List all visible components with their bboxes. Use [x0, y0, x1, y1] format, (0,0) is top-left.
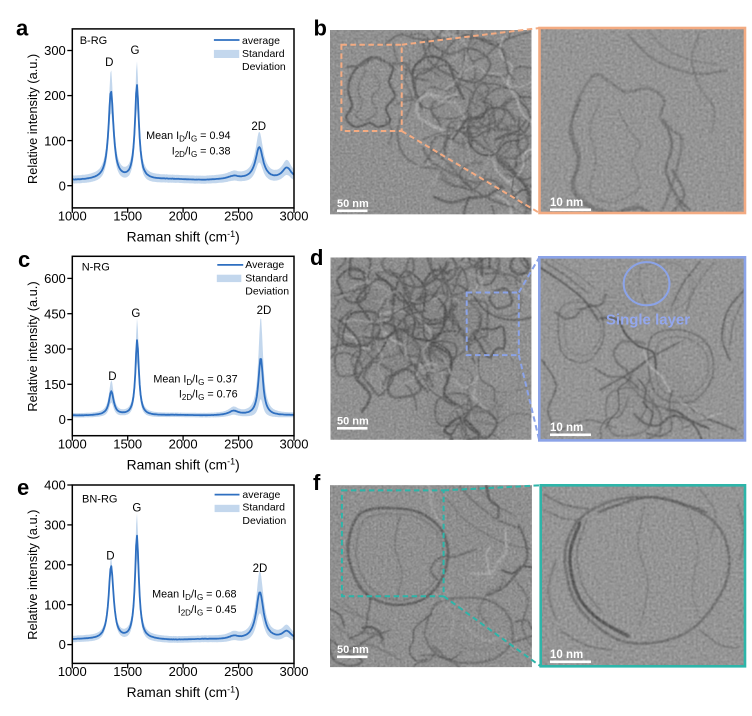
svg-text:I2D/IG = 0.45: I2D/IG = 0.45 — [178, 604, 237, 618]
svg-text:0: 0 — [59, 637, 66, 652]
svg-text:G: G — [132, 502, 141, 514]
svg-text:1500: 1500 — [113, 664, 142, 679]
svg-text:I2D/IG = 0.76: I2D/IG = 0.76 — [179, 389, 238, 403]
svg-text:Relative intensity (a.u.): Relative intensity (a.u.) — [25, 54, 40, 184]
svg-text:a: a — [16, 15, 29, 40]
svg-text:50 nm: 50 nm — [337, 198, 369, 210]
svg-text:c: c — [18, 247, 30, 272]
svg-text:Average: Average — [245, 259, 284, 271]
svg-text:1500: 1500 — [113, 436, 142, 451]
svg-text:3000: 3000 — [280, 664, 309, 679]
svg-text:Mean ID/IG = 0.37: Mean ID/IG = 0.37 — [153, 373, 237, 387]
svg-text:100: 100 — [44, 133, 66, 148]
svg-text:10 nm: 10 nm — [550, 197, 583, 209]
svg-text:0: 0 — [59, 412, 66, 427]
svg-text:Deviation: Deviation — [242, 515, 286, 527]
svg-text:2000: 2000 — [169, 436, 198, 451]
svg-text:100: 100 — [44, 597, 66, 612]
svg-text:2D: 2D — [253, 563, 268, 575]
svg-text:G: G — [131, 308, 140, 320]
svg-text:3000: 3000 — [280, 436, 309, 451]
svg-text:10 nm: 10 nm — [550, 649, 583, 661]
svg-text:2000: 2000 — [169, 209, 198, 224]
svg-text:50 nm: 50 nm — [337, 416, 369, 428]
svg-text:3000: 3000 — [280, 209, 309, 224]
svg-text:2500: 2500 — [224, 209, 253, 224]
svg-text:2D: 2D — [251, 121, 266, 133]
svg-text:Standard: Standard — [242, 48, 285, 60]
svg-text:200: 200 — [44, 557, 66, 572]
svg-text:Mean ID/IG = 0.68: Mean ID/IG = 0.68 — [152, 588, 236, 602]
svg-text:Standard: Standard — [245, 272, 288, 284]
svg-text:Single layer: Single layer — [606, 312, 690, 329]
svg-text:Relative intensity (a.u.): Relative intensity (a.u.) — [25, 510, 40, 640]
svg-text:I2D/IG = 0.38: I2D/IG = 0.38 — [172, 146, 231, 160]
svg-text:1000: 1000 — [58, 664, 87, 679]
svg-text:f: f — [313, 470, 321, 495]
svg-text:b: b — [314, 15, 327, 40]
svg-text:1000: 1000 — [58, 209, 87, 224]
svg-text:D: D — [105, 57, 113, 69]
svg-text:Relative intensity (a.u.): Relative intensity (a.u.) — [25, 281, 40, 411]
svg-text:1500: 1500 — [113, 209, 142, 224]
svg-text:50 nm: 50 nm — [337, 644, 369, 656]
svg-text:10 nm: 10 nm — [550, 422, 583, 434]
svg-text:d: d — [310, 245, 323, 270]
svg-text:300: 300 — [44, 342, 66, 357]
svg-text:average: average — [242, 489, 280, 501]
svg-text:0: 0 — [59, 178, 66, 193]
svg-text:Standard: Standard — [242, 502, 285, 514]
svg-text:D: D — [108, 371, 116, 383]
svg-text:Raman shift (cm-1): Raman shift (cm-1) — [127, 457, 240, 473]
svg-text:200: 200 — [44, 88, 66, 103]
svg-text:e: e — [17, 475, 29, 500]
svg-text:2500: 2500 — [224, 436, 253, 451]
svg-text:450: 450 — [44, 306, 66, 321]
svg-text:B-RG: B-RG — [80, 35, 108, 47]
svg-text:N-RG: N-RG — [82, 262, 110, 274]
svg-text:400: 400 — [44, 478, 66, 493]
svg-text:1000: 1000 — [58, 436, 87, 451]
svg-text:Mean ID/IG = 0.94: Mean ID/IG = 0.94 — [146, 130, 230, 144]
svg-text:300: 300 — [44, 518, 66, 533]
svg-text:2D: 2D — [257, 305, 272, 317]
svg-text:2500: 2500 — [224, 664, 253, 679]
svg-text:Raman shift (cm-1): Raman shift (cm-1) — [127, 229, 240, 245]
svg-text:300: 300 — [44, 43, 66, 58]
svg-text:600: 600 — [44, 271, 66, 286]
svg-text:2000: 2000 — [169, 664, 198, 679]
svg-text:Deviation: Deviation — [245, 286, 289, 298]
svg-text:G: G — [131, 45, 140, 57]
svg-text:BN-RG: BN-RG — [82, 494, 117, 506]
svg-text:average: average — [242, 35, 280, 47]
svg-text:Raman shift (cm-1): Raman shift (cm-1) — [127, 684, 240, 700]
svg-text:Deviation: Deviation — [242, 61, 286, 73]
svg-text:150: 150 — [44, 377, 66, 392]
svg-text:D: D — [106, 550, 114, 562]
